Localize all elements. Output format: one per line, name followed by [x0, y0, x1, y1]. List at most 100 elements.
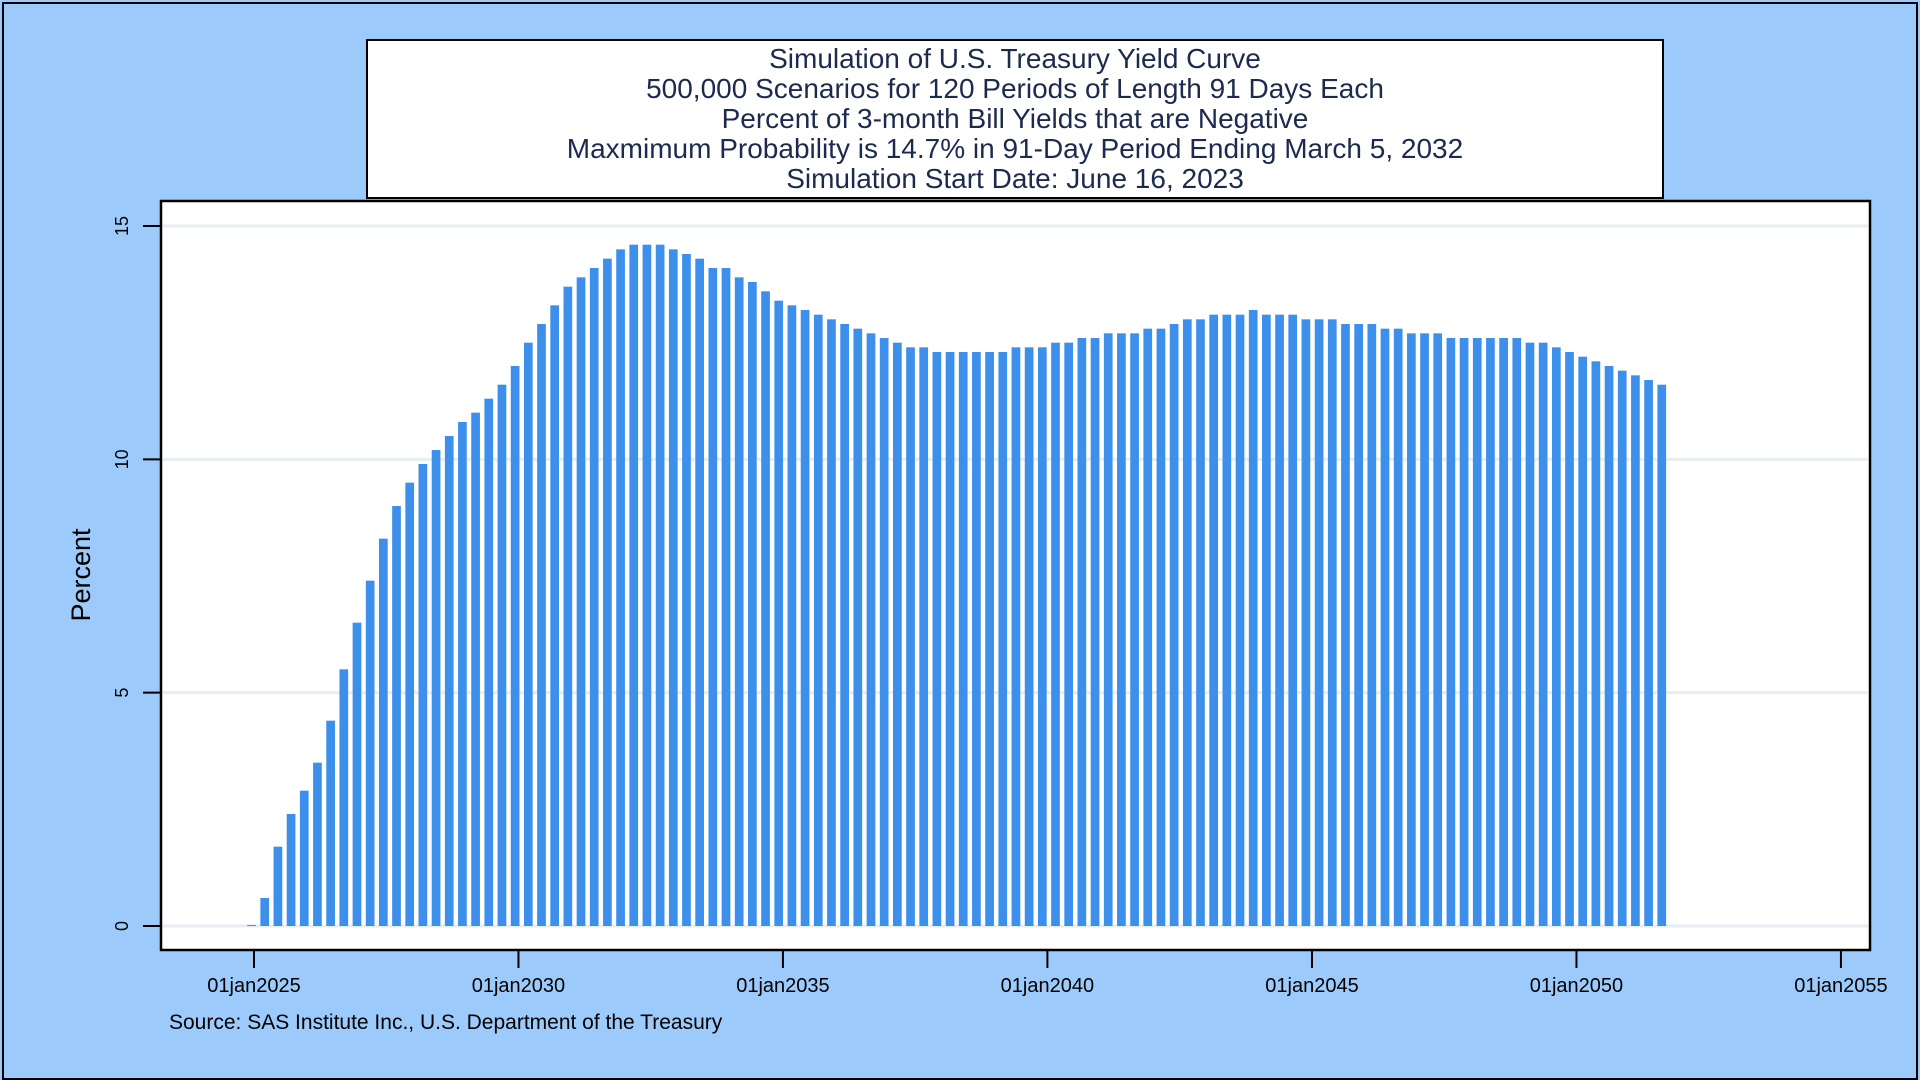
- bar: [1064, 342, 1074, 926]
- bar: [1459, 338, 1469, 926]
- bar: [247, 925, 256, 926]
- bar: [405, 482, 415, 926]
- chart-subtitle-4: Simulation Start Date: June 16, 2023: [786, 163, 1244, 194]
- x-tick-label: 01jan2025: [207, 975, 300, 997]
- bar: [1407, 333, 1416, 927]
- bar: [1380, 328, 1390, 926]
- bar: [1578, 356, 1588, 926]
- bar: [1222, 314, 1232, 926]
- bar: [273, 846, 283, 926]
- bar: [761, 291, 770, 927]
- bar: [392, 506, 401, 926]
- bar: [1301, 319, 1311, 927]
- x-tick-label: 01jan2055: [1794, 975, 1887, 997]
- bar: [1433, 333, 1443, 927]
- bar: [879, 338, 889, 926]
- bar: [1275, 314, 1284, 926]
- bar: [1103, 333, 1113, 927]
- bar: [537, 324, 546, 926]
- x-tick-label: 01jan2050: [1530, 975, 1623, 997]
- bar: [352, 622, 362, 926]
- bar: [378, 538, 388, 926]
- bar: [1235, 314, 1245, 926]
- bar: [734, 277, 744, 927]
- bar: [616, 249, 625, 926]
- bar: [418, 464, 428, 926]
- bar: [1591, 361, 1601, 927]
- bar: [431, 450, 441, 926]
- chart-subtitle-1: 500,000 Scenarios for 120 Periods of Len…: [646, 73, 1384, 104]
- bar: [998, 352, 1008, 926]
- bar: [919, 347, 929, 927]
- bar: [576, 277, 586, 927]
- bar: [748, 282, 757, 926]
- bar: [985, 352, 994, 926]
- bar: [1644, 380, 1653, 926]
- bar: [299, 790, 309, 926]
- bar: [484, 398, 494, 926]
- chart-subtitle-2: Percent of 3-month Bill Yields that are …: [721, 103, 1309, 134]
- bar: [721, 268, 731, 926]
- bar: [642, 244, 652, 927]
- bar: [313, 762, 322, 926]
- bar: [1499, 338, 1508, 926]
- bar: [787, 305, 797, 927]
- y-tick-label: 10: [112, 449, 132, 469]
- y-axis: 0 5 10 15: [112, 216, 161, 931]
- bar: [708, 268, 718, 926]
- bar: [458, 422, 467, 926]
- bar: [1393, 328, 1403, 926]
- bar: [1011, 347, 1021, 927]
- bar: [471, 412, 480, 926]
- bar: [893, 342, 902, 926]
- source-note: Source: SAS Institute Inc., U.S. Departm…: [169, 1011, 723, 1034]
- bar: [840, 324, 849, 926]
- bar: [774, 300, 784, 926]
- bar: [286, 814, 296, 926]
- y-axis-label: Percent: [66, 528, 96, 622]
- bar: [1631, 375, 1640, 927]
- bar: [589, 268, 599, 926]
- x-tick-label: 01jan2040: [1001, 975, 1094, 997]
- bar: [972, 352, 981, 926]
- bar: [339, 669, 349, 926]
- bar: [1657, 384, 1667, 926]
- x-tick-label: 01jan2030: [472, 975, 565, 997]
- bar: [958, 352, 968, 926]
- chart-subtitle-3: Maxmimum Probability is 14.7% in 91-Day …: [566, 133, 1464, 164]
- bar: [932, 352, 942, 926]
- bar: [655, 244, 665, 927]
- bar: [1143, 328, 1153, 926]
- bars: [247, 244, 1667, 927]
- bar: [365, 580, 375, 926]
- bar: [682, 254, 691, 926]
- bar: [1209, 314, 1219, 926]
- bar: [695, 258, 704, 926]
- bar: [1169, 324, 1179, 926]
- y-tick-label: 5: [112, 688, 132, 698]
- bar: [1617, 370, 1627, 926]
- bar: [1024, 347, 1034, 927]
- bar: [603, 258, 612, 926]
- x-tick-label: 01jan2035: [736, 975, 829, 997]
- bar: [1472, 338, 1482, 926]
- bar: [1077, 338, 1087, 926]
- x-axis: 01jan2025 01jan2030 01jan2035 01jan2040 01ja…: [207, 950, 1888, 997]
- bar: [668, 249, 678, 926]
- bar: [1196, 319, 1205, 927]
- bar: [1604, 366, 1614, 926]
- bar: [260, 898, 270, 926]
- bar: [1354, 324, 1363, 926]
- bar: [563, 286, 573, 926]
- bar: [1525, 342, 1535, 926]
- chart-title: Simulation of U.S. Treasury Yield Curve: [769, 43, 1261, 74]
- bar: [1327, 319, 1337, 927]
- bar: [1262, 314, 1271, 926]
- y-tick-label: 0: [112, 921, 132, 931]
- bar: [800, 310, 810, 926]
- bar: [444, 436, 454, 926]
- bar: [497, 384, 507, 926]
- bar: [326, 720, 335, 926]
